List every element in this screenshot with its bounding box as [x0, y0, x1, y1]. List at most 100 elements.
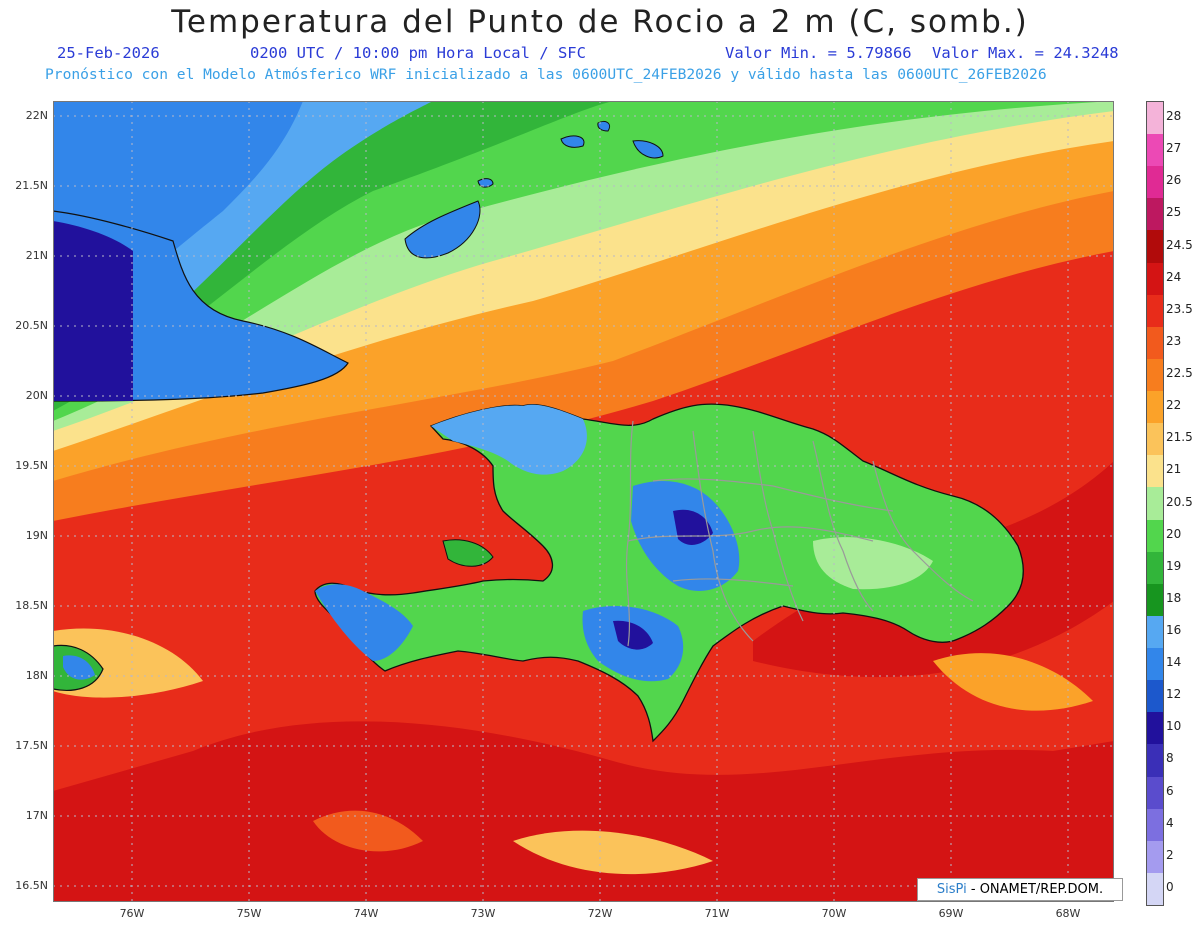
forecast-time: 0200 UTC / 10:00 pm Hora Local / SFC [250, 44, 586, 62]
color-scale-label: 23.5 [1166, 301, 1193, 316]
color-scale-label: 20.5 [1166, 494, 1193, 509]
x-tick-label: 73W [470, 907, 496, 920]
y-tick-label: 17N [25, 809, 48, 822]
color-scale-label: 0 [1166, 879, 1174, 894]
credit-box: SisPi - ONAMET/REP.DOM. [917, 878, 1123, 901]
x-tick-label: 74W [353, 907, 379, 920]
y-tick-label: 17.5N [15, 739, 48, 752]
color-scale-label: 23 [1166, 333, 1182, 348]
dewpoint-patch-23 [313, 810, 423, 852]
color-scale-swatch [1147, 776, 1163, 810]
color-scale-label: 21 [1166, 462, 1182, 477]
color-scale-swatch [1147, 102, 1163, 135]
color-scale-swatch [1147, 519, 1163, 553]
map-panel [53, 101, 1114, 902]
credit-text: - ONAMET/REP.DOM. [966, 882, 1104, 897]
x-tick-label: 72W [587, 907, 613, 920]
color-scale-label: 25 [1166, 205, 1182, 220]
caicos-island [560, 135, 585, 148]
color-scale-label: 18 [1166, 590, 1182, 605]
color-scale-label: 19 [1166, 558, 1182, 573]
turks-island [632, 140, 664, 159]
jamaica-cold-core [63, 655, 95, 680]
province-borders [625, 420, 974, 647]
y-tick-label: 21N [25, 249, 48, 262]
color-scale-swatch [1147, 198, 1163, 231]
dewpoint-patch-21-5 [513, 830, 713, 875]
y-tick-label: 16.5N [15, 879, 48, 892]
x-tick-label: 71W [704, 907, 730, 920]
color-scale-swatch [1147, 262, 1163, 296]
x-tick-label: 68W [1055, 907, 1081, 920]
color-scale-label: 12 [1166, 687, 1182, 702]
color-scale-swatch [1147, 680, 1163, 713]
x-tick-label: 76W [119, 907, 145, 920]
caicos-island [597, 120, 611, 132]
x-tick-label: 69W [938, 907, 964, 920]
x-tick-label: 70W [821, 907, 847, 920]
bahoruco-cold-core [613, 620, 653, 650]
y-tick-label: 19N [25, 529, 48, 542]
sispi-logo: SisPi [936, 882, 967, 897]
gonave-island [442, 539, 494, 567]
color-scale-label: 20 [1166, 526, 1182, 541]
color-scale-label: 10 [1166, 719, 1182, 734]
color-scale-swatch [1147, 294, 1163, 328]
haiti-southwest-cold [315, 584, 413, 661]
color-scale-swatch [1147, 808, 1163, 842]
color-scale-swatch [1147, 358, 1163, 392]
dewpoint-map [53, 101, 1114, 902]
map-frame [53, 101, 1114, 902]
max-value: Valor Max. = 24.3248 [932, 44, 1119, 62]
color-scale-label: 4 [1166, 815, 1174, 830]
color-scale-swatch [1147, 840, 1163, 874]
dewpoint-patch-22 [933, 653, 1093, 711]
min-value: Valor Min. = 5.79866 [725, 44, 912, 62]
color-scale-label: 2 [1166, 847, 1174, 862]
color-scale-label: 14 [1166, 655, 1182, 670]
y-tick-label: 22N [25, 109, 48, 122]
y-tick-label: 20N [25, 389, 48, 402]
cuba-cold-core [53, 221, 133, 401]
color-scale-label: 22 [1166, 398, 1182, 413]
y-tick-label: 19.5N [15, 459, 48, 472]
color-scale-label: 27 [1166, 141, 1182, 156]
color-scale-label: 8 [1166, 751, 1174, 766]
color-scale-swatch [1147, 230, 1163, 264]
dewpoint-patch-24 [53, 721, 1114, 902]
color-scale-swatch [1147, 487, 1163, 521]
forecast-date: 25-Feb-2026 [57, 44, 160, 62]
color-scale-swatch [1147, 391, 1163, 424]
color-scale-swatch [1147, 712, 1163, 745]
color-scale-swatch [1147, 423, 1163, 456]
great-inagua-island [404, 200, 481, 259]
color-scale-label: 21.5 [1166, 430, 1193, 445]
color-scale-label: 24.5 [1166, 237, 1193, 252]
color-scale-label: 24 [1166, 269, 1182, 284]
color-scale-swatch [1147, 455, 1163, 488]
map-title: Temperatura del Punto de Rocio a 2 m (C,… [171, 4, 1029, 40]
y-tick-label: 21.5N [15, 179, 48, 192]
haiti-north-cold [431, 404, 587, 475]
color-scale-label: 16 [1166, 622, 1182, 637]
x-tick-label: 75W [236, 907, 262, 920]
y-tick-label: 18N [25, 669, 48, 682]
color-scale-swatch [1147, 166, 1163, 199]
color-scale-bar [1146, 101, 1164, 906]
color-scale-swatch [1147, 583, 1163, 617]
model-info: Pronóstico con el Modelo Atmósferico WRF… [45, 66, 1047, 83]
color-scale-label: 26 [1166, 173, 1182, 188]
color-scale-label: 28 [1166, 109, 1182, 124]
color-scale-swatch [1147, 615, 1163, 649]
color-scale-label: 6 [1166, 783, 1174, 798]
color-scale-label: 22.5 [1166, 366, 1193, 381]
lat-lon-grid [53, 101, 1114, 902]
color-scale-swatch [1147, 872, 1163, 906]
y-tick-label: 18.5N [15, 599, 48, 612]
y-tick-label: 20.5N [15, 319, 48, 332]
color-scale-swatch [1147, 326, 1163, 360]
color-scale-swatch [1147, 648, 1163, 681]
color-scale-swatch [1147, 551, 1163, 585]
color-scale-swatch [1147, 744, 1163, 777]
color-scale-swatch [1147, 134, 1163, 167]
